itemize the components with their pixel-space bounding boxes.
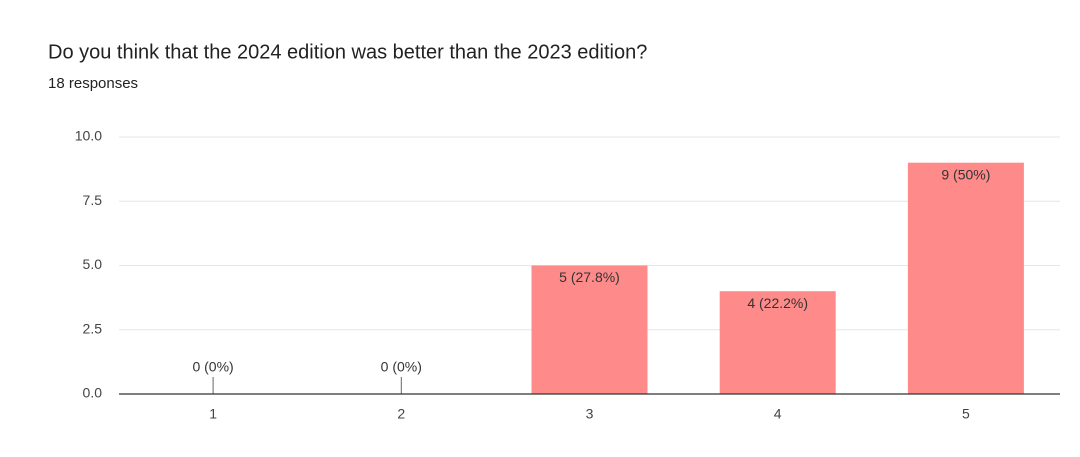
chart-subtitle: 18 responses xyxy=(48,75,138,92)
bar xyxy=(719,291,836,394)
x-tick-label: 2 xyxy=(397,406,405,422)
x-tick-label: 5 xyxy=(962,406,970,422)
bar xyxy=(907,162,1024,394)
x-tick-label: 3 xyxy=(586,406,594,422)
y-tick-label: 2.5 xyxy=(83,320,103,336)
value-label: 4 (22.2%) xyxy=(747,295,808,311)
x-tick-label: 1 xyxy=(209,406,217,422)
value-label: 5 (27.8%) xyxy=(559,269,620,285)
bar xyxy=(531,265,648,394)
y-tick-label: 5.0 xyxy=(83,256,103,272)
y-tick-label: 10.0 xyxy=(75,128,102,144)
value-label: 0 (0%) xyxy=(381,359,422,375)
y-tick-label: 0.0 xyxy=(83,385,103,401)
y-tick-label: 7.5 xyxy=(83,192,103,208)
value-label: 9 (50%) xyxy=(941,166,990,182)
x-tick-label: 4 xyxy=(774,406,782,422)
value-label: 0 (0%) xyxy=(192,359,233,375)
chart-title: Do you think that the 2024 edition was b… xyxy=(48,41,647,63)
